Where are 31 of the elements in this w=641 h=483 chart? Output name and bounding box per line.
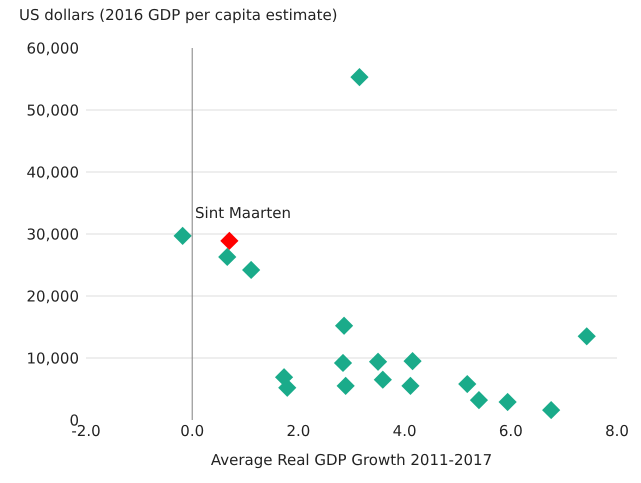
point <box>336 376 355 395</box>
point <box>542 400 560 420</box>
point <box>334 354 352 372</box>
point <box>218 248 236 266</box>
y-axis-title: US dollars (2016 GDP per capita estimate) <box>19 6 338 24</box>
y-tick-label: 50,000 <box>26 101 79 120</box>
point <box>401 376 420 395</box>
x-tick-label: 6.0 <box>498 422 523 440</box>
point <box>242 260 260 280</box>
x-tick-label: 4.0 <box>392 422 417 440</box>
x-tick-label: 0.0 <box>180 422 204 440</box>
point <box>174 226 192 245</box>
point <box>368 352 388 371</box>
point <box>578 327 596 346</box>
y-tick-label: 60,000 <box>26 39 79 58</box>
point <box>350 68 369 86</box>
x-axis-title: Average Real GDP Growth 2011-2017 <box>210 451 492 469</box>
point <box>334 316 354 335</box>
y-tick-label: 20,000 <box>26 287 79 306</box>
point <box>470 391 488 410</box>
annotation: Sint Maarten <box>195 204 291 222</box>
y-tick-label: 10,000 <box>26 349 79 368</box>
point <box>403 352 422 370</box>
y-tick-label: 30,000 <box>26 225 79 244</box>
point <box>498 392 517 412</box>
point <box>458 374 476 394</box>
x-tick-label: 8.0 <box>605 422 629 440</box>
x-tick-label: 2.0 <box>286 422 310 440</box>
point <box>220 232 238 250</box>
y-tick-label: 40,000 <box>26 163 79 182</box>
point <box>374 370 392 389</box>
